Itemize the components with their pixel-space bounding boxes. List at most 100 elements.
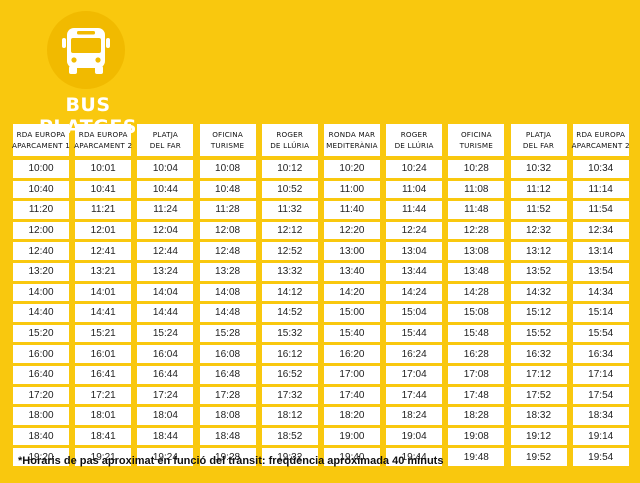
time-cell: 14:41 xyxy=(75,304,132,322)
time-cell: 15:00 xyxy=(323,304,380,322)
time-cell: 12:00 xyxy=(13,221,69,240)
time-cell: 14:08 xyxy=(199,283,256,302)
time-cell: 14:01 xyxy=(75,283,132,302)
time-cell: 13:54 xyxy=(572,262,629,281)
time-cell: 17:52 xyxy=(510,386,567,405)
time-cell: 14:12 xyxy=(261,283,318,302)
time-cell: 19:24 xyxy=(137,448,194,466)
time-cell: 18:48 xyxy=(199,427,256,446)
time-cell: 16:41 xyxy=(75,365,132,384)
time-cell: 10:24 xyxy=(386,160,443,178)
time-cell: 17:48 xyxy=(448,386,505,405)
time-cell: 19:00 xyxy=(323,427,380,446)
time-cell: 15:12 xyxy=(510,304,567,322)
time-cell: 15:24 xyxy=(137,324,194,343)
stop-column: OFICINA TURISME 10:28 11:08 11:48 12:28 13:08 1… xyxy=(448,124,505,466)
time-cell: 14:40 xyxy=(13,304,69,322)
time-cell: 17:28 xyxy=(199,386,256,405)
stop-name-line1: ROGER xyxy=(400,130,428,139)
stop-name-line1: ROGER xyxy=(276,130,304,139)
time-cell: 16:28 xyxy=(448,345,505,363)
time-cell: 18:52 xyxy=(261,427,318,446)
time-cell: 10:32 xyxy=(510,160,567,178)
stop-header: ROGER DE LLÚRIA xyxy=(386,124,443,156)
time-cell: 12:40 xyxy=(13,242,69,260)
time-cell: 10:44 xyxy=(137,180,194,199)
time-cell: 19:14 xyxy=(572,427,629,446)
time-cell: 12:08 xyxy=(199,221,256,240)
time-cell: 18:40 xyxy=(13,427,69,446)
stop-column: ROGER DE LLÚRIA 10:24 11:04 11:44 12:24 13:04 1… xyxy=(386,124,443,466)
time-cell: 14:32 xyxy=(510,283,567,302)
time-cell: 16:48 xyxy=(199,365,256,384)
time-cell: 13:52 xyxy=(510,262,567,281)
stop-name-line2: DE LLÚRIA xyxy=(270,141,310,150)
timetable: RDA EUROPA APARCAMENT 1 10:00 10:40 11:20 12:… xyxy=(12,124,630,466)
time-cell: 10:28 xyxy=(448,160,505,178)
time-cell: 19:48 xyxy=(448,448,505,466)
stop-header: RDA EUROPA APARCAMENT 2 xyxy=(74,124,132,156)
time-cell: 16:34 xyxy=(572,345,629,363)
time-cell: 10:34 xyxy=(572,160,629,178)
time-cell: 16:08 xyxy=(199,345,256,363)
stop-name-line1: RDA EUROPA xyxy=(78,130,128,139)
time-cell: 18:20 xyxy=(323,407,380,425)
time-cell: 11:20 xyxy=(13,201,69,219)
time-cell: 19:21 xyxy=(75,448,132,466)
stop-column: RDA EUROPA APARCAMENT 1 10:00 10:40 11:20 12:… xyxy=(12,124,70,466)
time-cell: 19:12 xyxy=(510,427,567,446)
time-cell: 15:14 xyxy=(572,304,629,322)
time-cell: 18:00 xyxy=(13,407,69,425)
time-cell: 19:28 xyxy=(199,448,256,466)
time-cell: 12:44 xyxy=(137,242,194,260)
time-cell: 15:28 xyxy=(199,324,256,343)
time-cell: 13:08 xyxy=(448,242,505,260)
time-cell: 18:41 xyxy=(75,427,132,446)
stop-column: OFICINA TURISME 10:08 10:48 11:28 12:08 12:48 1… xyxy=(199,124,256,466)
stop-header: ROGER DE LLÚRIA xyxy=(261,124,318,156)
time-cell: 18:32 xyxy=(510,407,567,425)
stop-header: PLATJA DEL FAR xyxy=(137,124,194,156)
time-cell: 11:48 xyxy=(448,201,505,219)
time-cell: 13:20 xyxy=(13,262,69,281)
stop-header: OFICINA TURISME xyxy=(448,124,505,156)
time-cell: 12:52 xyxy=(261,242,318,260)
time-cell: 10:04 xyxy=(137,160,194,178)
time-cell: 13:28 xyxy=(199,262,256,281)
time-cell: 13:48 xyxy=(448,262,505,281)
time-cell: 11:08 xyxy=(448,180,505,199)
stop-name-line1: OFICINA xyxy=(460,130,492,139)
time-cell: 11:40 xyxy=(323,201,380,219)
time-cell: 10:08 xyxy=(199,160,256,178)
time-cell: 17:32 xyxy=(261,386,318,405)
stop-name-line1: RDA EUROPA xyxy=(576,130,626,139)
time-cell: 17:20 xyxy=(13,386,69,405)
stop-name-line1: RONDA MAR xyxy=(328,130,376,139)
time-cell: 10:41 xyxy=(75,180,132,199)
time-cell: 13:00 xyxy=(323,242,380,260)
time-cell: 14:24 xyxy=(386,283,443,302)
time-cell: 13:04 xyxy=(386,242,443,260)
time-cell: 14:04 xyxy=(137,283,194,302)
time-cell: 18:28 xyxy=(448,407,505,425)
stop-column: RONDA MAR MEDITERÀNIA 10:20 11:00 11:40 12:20… xyxy=(323,124,380,466)
time-cell: 11:21 xyxy=(75,201,132,219)
time-cell: 18:34 xyxy=(572,407,629,425)
time-cell: 19:54 xyxy=(572,448,629,466)
time-cell: 16:01 xyxy=(75,345,132,363)
stop-header: RONDA MAR MEDITERÀNIA xyxy=(323,124,380,156)
time-cell: 13:44 xyxy=(386,262,443,281)
time-cell: 17:44 xyxy=(386,386,443,405)
time-cell: 11:00 xyxy=(323,180,380,199)
stop-column: PLATJA DEL FAR 10:04 10:44 11:24 12:04 12:44 13… xyxy=(137,124,194,466)
time-cell: 15:54 xyxy=(572,324,629,343)
time-cell: 14:52 xyxy=(261,304,318,322)
time-cell: 16:24 xyxy=(386,345,443,363)
time-cell: 17:12 xyxy=(510,365,567,384)
time-cell: 16:00 xyxy=(13,345,69,363)
time-cell: 16:12 xyxy=(261,345,318,363)
time-cell: 12:04 xyxy=(137,221,194,240)
time-cell: 12:34 xyxy=(572,221,629,240)
time-cell: 19:44 xyxy=(386,448,443,466)
time-cell: 10:00 xyxy=(13,160,69,178)
